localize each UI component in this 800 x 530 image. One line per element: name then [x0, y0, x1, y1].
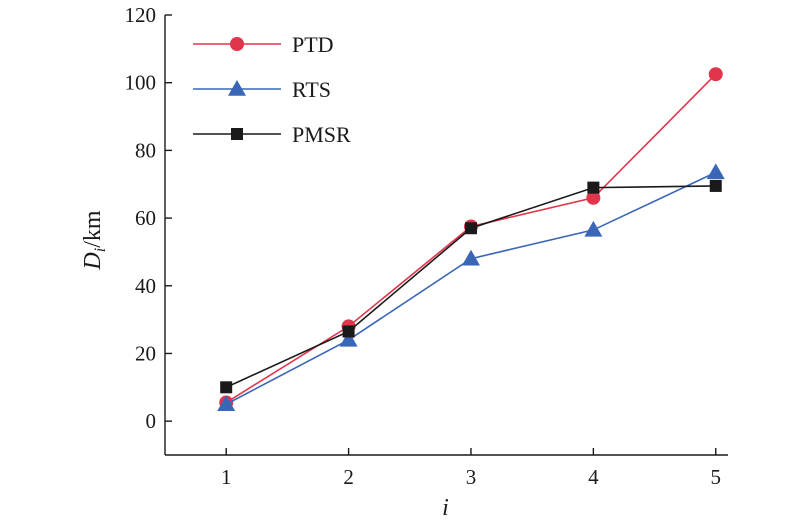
series-rts [217, 163, 725, 411]
x-tick-label: 4 [588, 465, 599, 489]
data-point-pmsr [587, 181, 600, 194]
data-point-rts [584, 220, 603, 237]
series [217, 67, 725, 411]
y-ticks: 0 20 40 60 80 100 120 [125, 3, 172, 433]
data-point-rts [461, 249, 480, 266]
x-axis-title: i [442, 495, 449, 521]
axes [164, 15, 728, 456]
legend-label: PMSR [292, 122, 351, 147]
legend-marker [230, 37, 244, 51]
y-tick-label: 120 [125, 3, 157, 27]
x-tick-label: 2 [343, 465, 354, 489]
data-point-rts [217, 395, 236, 411]
y-axis-title-unit: /km [80, 210, 106, 248]
legend-marker [228, 80, 246, 96]
x-tick-label: 1 [221, 465, 232, 489]
legend-label: RTS [292, 77, 331, 102]
y-axis-title-main: D [80, 252, 106, 270]
data-point-ptd [586, 190, 601, 205]
y-tick-label: 100 [125, 71, 157, 95]
y-tick-label: 40 [135, 274, 156, 298]
y-axis-title-subscript: i [92, 248, 109, 252]
x-tick-label: 3 [466, 465, 477, 489]
y-tick-label: 0 [146, 409, 157, 433]
data-point-pmsr [220, 381, 233, 394]
legend-label: PTD [292, 32, 334, 57]
data-point-rts [339, 330, 358, 347]
data-point-pmsr [464, 222, 477, 235]
data-point-rts [706, 163, 725, 180]
y-tick-label: 60 [135, 206, 156, 230]
data-point-ptd [708, 67, 723, 82]
y-axis-title: Di/km [80, 210, 109, 270]
series-line-rts [225, 171, 717, 405]
y-tick-label: 80 [135, 138, 156, 162]
x-tick-label: 5 [711, 465, 722, 489]
data-point-pmsr [709, 179, 722, 192]
data-point-pmsr [342, 325, 355, 338]
legend-item-rts: RTS [193, 77, 331, 102]
legend-item-pmsr: PMSR [193, 122, 351, 147]
series-pmsr [220, 179, 722, 394]
legend-marker [231, 128, 243, 140]
series-ptd [219, 67, 723, 410]
legend-item-ptd: PTD [193, 32, 334, 57]
legend: PTD RTS PMSR [193, 32, 351, 147]
x-ticks: 1 2 3 4 5 [221, 448, 721, 489]
y-tick-label: 20 [135, 341, 156, 365]
